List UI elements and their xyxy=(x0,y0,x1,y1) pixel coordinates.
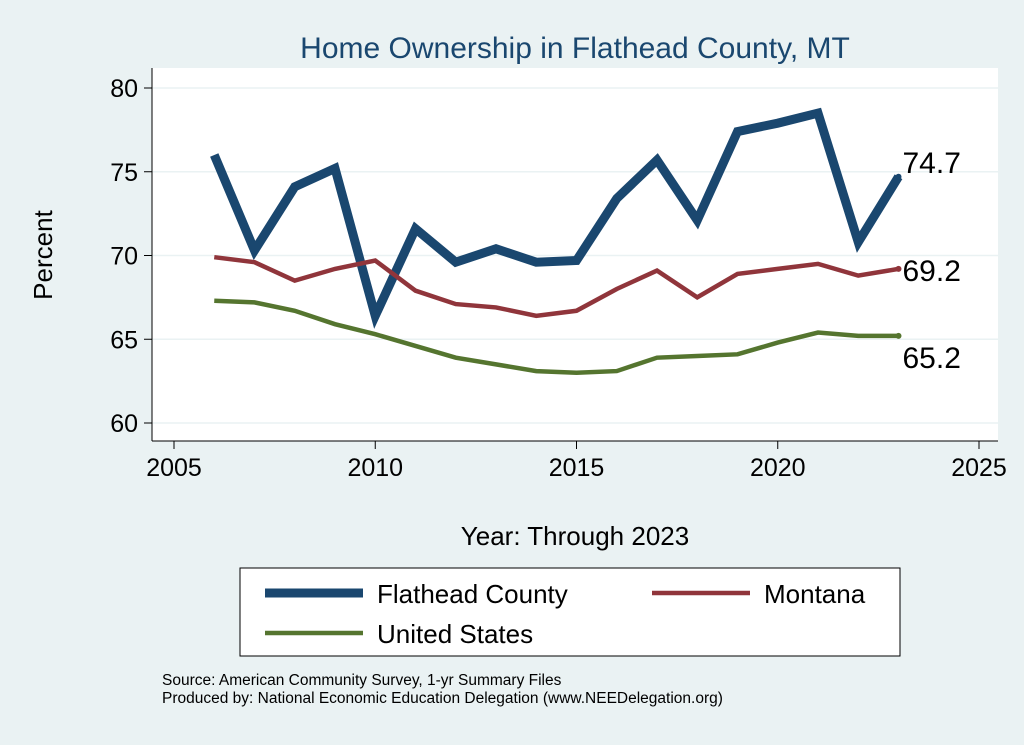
producer-note: Produced by: National Economic Education… xyxy=(162,690,723,707)
end-point xyxy=(895,265,902,272)
legend-label: Flathead County xyxy=(377,579,568,609)
plot-area xyxy=(152,68,998,441)
x-axis-label: Year: Through 2023 xyxy=(461,521,689,551)
series-line-united-states xyxy=(214,298,899,376)
x-tick-label: 2015 xyxy=(549,454,605,482)
end-value-label: 65.2 xyxy=(903,342,961,375)
end-value-label: 74.7 xyxy=(903,147,961,180)
x-tick-label: 2010 xyxy=(347,454,403,482)
y-tick-label: 75 xyxy=(110,159,138,187)
y-tick-label: 60 xyxy=(110,410,138,438)
legend xyxy=(239,567,901,657)
legend-label: United States xyxy=(377,619,533,649)
x-tick-label: 2025 xyxy=(951,454,1007,482)
series-line-montana xyxy=(213,254,899,319)
y-tick-label: 65 xyxy=(110,326,138,354)
chart-title: Home Ownership in Flathead County, MT xyxy=(300,32,850,65)
legend-label: Montana xyxy=(764,579,866,609)
y-tick-label: 70 xyxy=(110,243,138,271)
end-point xyxy=(895,332,902,339)
end-point xyxy=(895,173,902,180)
series-line-flathead-county xyxy=(210,107,903,329)
x-tick-label: 2005 xyxy=(146,454,202,482)
source-note: Source: American Community Survey, 1-yr … xyxy=(162,672,562,689)
x-tick-label: 2020 xyxy=(750,454,806,482)
end-value-label: 69.2 xyxy=(903,255,961,288)
y-axis-label: Percent xyxy=(28,209,58,299)
y-tick-label: 80 xyxy=(110,75,138,103)
